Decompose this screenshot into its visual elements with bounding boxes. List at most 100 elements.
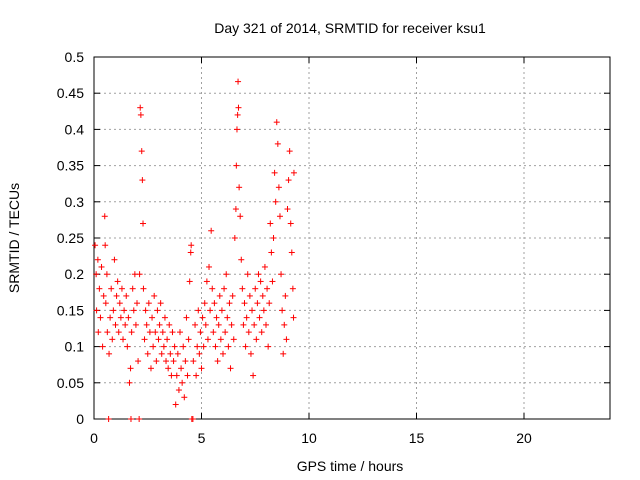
data-point bbox=[209, 285, 216, 292]
data-point bbox=[290, 314, 297, 321]
data-point bbox=[268, 249, 275, 256]
y-tick-label: 0.5 bbox=[65, 49, 85, 65]
data-point bbox=[129, 285, 136, 292]
data-point bbox=[141, 336, 148, 343]
data-point bbox=[193, 372, 200, 379]
data-point bbox=[140, 285, 147, 292]
data-point bbox=[151, 292, 158, 299]
data-point bbox=[174, 350, 181, 357]
data-point bbox=[100, 292, 107, 299]
x-tick-label: 20 bbox=[516, 430, 532, 446]
data-point bbox=[169, 329, 176, 336]
x-tick-label: 15 bbox=[409, 430, 425, 446]
data-point bbox=[125, 314, 132, 321]
data-point bbox=[281, 321, 288, 328]
axis-ticks bbox=[93, 56, 610, 420]
x-axis-label: GPS time / hours bbox=[297, 458, 404, 474]
data-point bbox=[274, 140, 281, 147]
data-point bbox=[184, 372, 191, 379]
data-point bbox=[259, 292, 266, 299]
data-point bbox=[254, 300, 261, 307]
data-point bbox=[223, 271, 230, 278]
data-point bbox=[109, 336, 116, 343]
data-point bbox=[267, 220, 274, 227]
data-point bbox=[93, 307, 100, 314]
data-point bbox=[264, 285, 271, 292]
data-point bbox=[290, 169, 297, 176]
data-point bbox=[96, 285, 103, 292]
data-point bbox=[241, 300, 248, 307]
data-point bbox=[247, 350, 254, 357]
data-point bbox=[200, 343, 207, 350]
data-point bbox=[257, 278, 264, 285]
data-point bbox=[278, 271, 285, 278]
data-point bbox=[276, 213, 283, 220]
data-point bbox=[116, 300, 123, 307]
data-point bbox=[110, 307, 117, 314]
data-point bbox=[140, 220, 147, 227]
data-point bbox=[118, 285, 125, 292]
data-point bbox=[216, 292, 223, 299]
data-point bbox=[253, 336, 260, 343]
data-point bbox=[214, 358, 221, 365]
data-point bbox=[132, 321, 139, 328]
data-point bbox=[222, 329, 229, 336]
data-point bbox=[99, 343, 106, 350]
data-point bbox=[166, 321, 173, 328]
data-point bbox=[117, 314, 124, 321]
data-point bbox=[265, 343, 272, 350]
data-point bbox=[128, 329, 135, 336]
data-point bbox=[272, 198, 279, 205]
data-point bbox=[155, 336, 162, 343]
data-point bbox=[211, 300, 218, 307]
data-point bbox=[167, 350, 174, 357]
data-point bbox=[285, 177, 292, 184]
data-point bbox=[146, 329, 153, 336]
y-tick-label: 0 bbox=[76, 411, 84, 427]
data-point bbox=[124, 343, 131, 350]
data-point bbox=[153, 358, 160, 365]
data-point bbox=[271, 169, 278, 176]
x-tick-label: 10 bbox=[301, 430, 317, 446]
data-point bbox=[220, 350, 226, 357]
data-point bbox=[108, 285, 115, 292]
data-point bbox=[266, 300, 273, 307]
data-point bbox=[101, 213, 108, 220]
data-point bbox=[261, 263, 268, 270]
data-point bbox=[98, 263, 105, 270]
data-point bbox=[190, 358, 197, 365]
data-point bbox=[242, 343, 249, 350]
data-point bbox=[160, 343, 167, 350]
data-point bbox=[179, 379, 186, 386]
data-point bbox=[204, 336, 211, 343]
data-point bbox=[188, 242, 195, 249]
data-point bbox=[127, 416, 134, 422]
data-point bbox=[115, 329, 122, 336]
data-point bbox=[240, 321, 247, 328]
x-tick-labels: 0 5 10 15 20 bbox=[90, 430, 532, 446]
data-point bbox=[105, 416, 112, 422]
data-point bbox=[185, 336, 192, 343]
data-point bbox=[236, 184, 243, 191]
data-point bbox=[94, 256, 101, 263]
data-point bbox=[282, 292, 289, 299]
data-point bbox=[159, 329, 166, 336]
data-point bbox=[287, 220, 294, 227]
y-tick-label: 0.2 bbox=[65, 266, 85, 282]
data-point bbox=[237, 213, 244, 220]
data-point bbox=[172, 401, 179, 408]
data-point bbox=[178, 365, 185, 372]
data-point bbox=[177, 329, 183, 336]
data-point bbox=[217, 336, 224, 343]
y-tick-label: 0.25 bbox=[57, 230, 84, 246]
data-point bbox=[202, 321, 209, 328]
data-point bbox=[107, 314, 114, 321]
data-point bbox=[154, 307, 161, 314]
data-point bbox=[196, 350, 203, 357]
data-point bbox=[245, 329, 252, 336]
data-point bbox=[158, 350, 165, 357]
data-point bbox=[106, 350, 113, 357]
data-point bbox=[93, 271, 100, 278]
data-point bbox=[289, 285, 296, 292]
